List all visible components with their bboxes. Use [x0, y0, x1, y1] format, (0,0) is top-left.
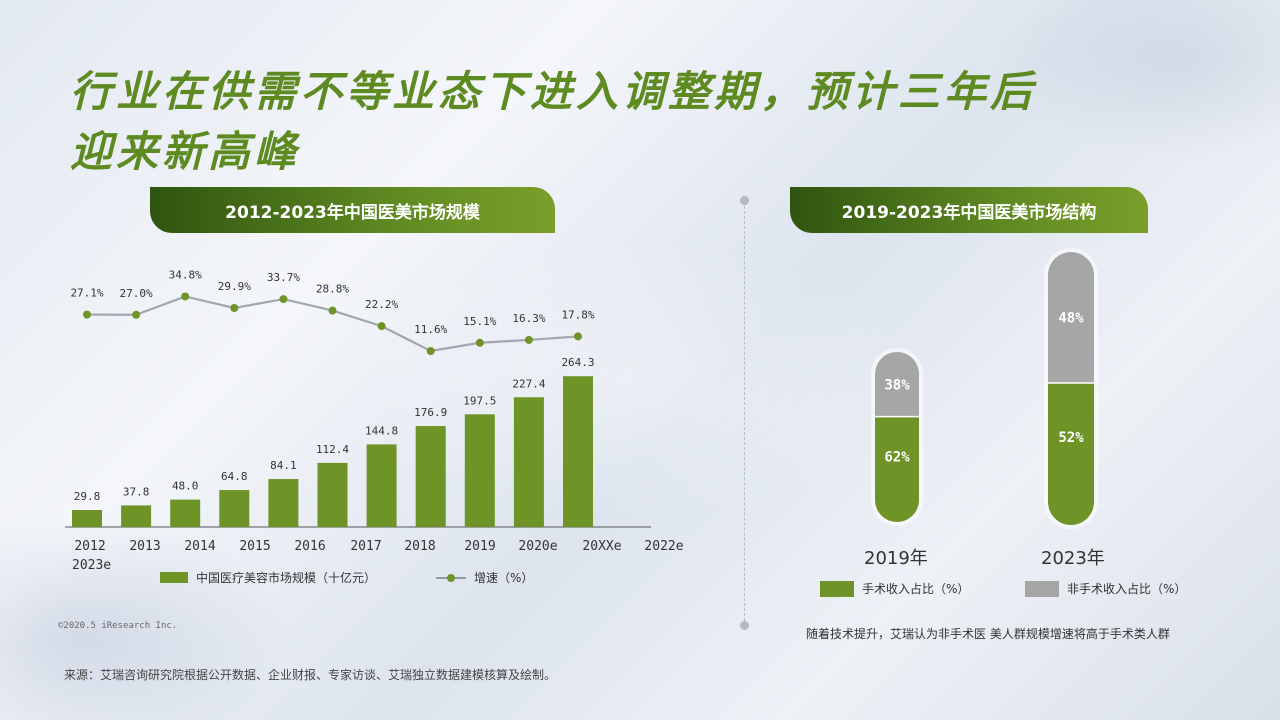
- growth-value-label: 22.2%: [365, 298, 398, 311]
- bar-value-label: 37.8: [123, 485, 150, 498]
- copyright: ©2020.5 iResearch Inc.: [58, 621, 178, 631]
- x-tick-label: 2017: [350, 539, 381, 554]
- growth-point: [328, 306, 337, 315]
- bar-value-label: 197.5: [463, 394, 496, 407]
- growth-point: [377, 322, 386, 331]
- bar-value-label: 264.3: [561, 356, 594, 369]
- growth-value-label: 29.9%: [218, 280, 251, 293]
- x-tick-label: 2013: [129, 539, 160, 554]
- growth-line: [86, 295, 579, 353]
- structure-bar-2019年: 38% 62%: [871, 348, 923, 526]
- legend-line-label: 增速（%）: [474, 571, 534, 585]
- bar-value-label: 29.8: [74, 490, 101, 503]
- market-size-bar: [317, 462, 348, 527]
- slide-title-line2: 迎来新高峰: [70, 127, 301, 176]
- market-size-bar: [121, 505, 152, 527]
- legend-surgical-label: 手术收入占比（%）: [862, 582, 970, 596]
- x-tick-label: 2022e: [644, 539, 683, 554]
- x-tick-label: 2014: [184, 539, 215, 554]
- market-size-bar: [415, 426, 446, 527]
- legend-surgical: 手术收入占比（%）: [820, 580, 969, 597]
- growth-point: [426, 347, 435, 355]
- left-chart-legend: 中国医疗美容市场规模（十亿元） 增速（%）: [160, 569, 533, 586]
- growth-point: [475, 338, 484, 347]
- slide-title: 行业在供需不等业态下进入调整期，预计三年后 迎来新高峰: [70, 62, 1210, 182]
- x-tick-label: 2015: [239, 539, 270, 554]
- x-tick-label: 2020e: [518, 539, 557, 554]
- market-size-bar: [464, 414, 495, 527]
- growth-value-label: 15.1%: [463, 315, 496, 328]
- growth-value-label: 28.8%: [316, 283, 349, 296]
- nonsurgical-value-label: 38%: [884, 377, 910, 393]
- bar-value-label: 144.8: [365, 424, 398, 437]
- market-size-bar: [563, 376, 593, 527]
- market-size-bar: [268, 479, 299, 527]
- structure-bar-2023年: 48% 52%: [1044, 248, 1098, 529]
- market-size-bar: [366, 444, 397, 527]
- growth-value-label: 34.8%: [169, 268, 202, 281]
- nonsurgical-value-label: 48%: [1058, 311, 1084, 327]
- right-chart-header: 2019-2023年中国医美市场结构: [790, 187, 1148, 233]
- x-tick-label: 2019: [464, 539, 495, 554]
- bar-value-label: 84.1: [270, 459, 297, 472]
- legend-surgical-swatch: [820, 580, 854, 597]
- category-label-2023: 2023年: [1041, 548, 1105, 569]
- growth-point: [524, 335, 533, 344]
- growth-point: [230, 303, 239, 312]
- market-size-bar: [513, 397, 544, 527]
- legend-nonsurgical-swatch: [1025, 580, 1059, 597]
- bar-value-label: 112.4: [316, 443, 349, 456]
- growth-point: [181, 292, 190, 301]
- growth-value-label: 17.8%: [561, 308, 594, 321]
- left-chart-header: 2012-2023年中国医美市场规模: [150, 187, 555, 233]
- growth-point: [574, 332, 582, 341]
- x-tick-label: 2016: [294, 539, 325, 554]
- surgical-value-label: 52%: [1058, 430, 1084, 446]
- growth-value-label: 27.0%: [120, 287, 153, 300]
- source-note: 来源：艾瑞咨询研究院根据公开数据、企业财报、专家访谈、艾瑞独立数据建模核算及绘制…: [64, 668, 557, 682]
- nonsurgical-segment: [1048, 252, 1094, 384]
- market-size-chart: 29.8 37.8 48.0 64.8 84.1 112.4 144.8 176.9 197.5…: [65, 268, 684, 573]
- bar-value-label: 227.4: [512, 377, 545, 390]
- market-size-bar: [170, 499, 201, 527]
- slide-title-line1: 行业在供需不等业态下进入调整期，预计三年后: [70, 67, 1037, 116]
- growth-point: [132, 310, 141, 319]
- growth-value-label: 33.7%: [267, 271, 300, 284]
- nonsurgical-segment: [875, 352, 919, 417]
- growth-point: [83, 310, 91, 319]
- market-size-bar: [72, 509, 102, 527]
- legend-bar-swatch: [160, 572, 188, 583]
- surgical-segment: [875, 416, 919, 522]
- bar-value-label: 176.9: [414, 406, 447, 419]
- bar-value-label: 48.0: [172, 480, 199, 493]
- growth-point: [279, 295, 288, 304]
- surgical-segment: [1048, 383, 1094, 525]
- panel-divider: [744, 201, 745, 626]
- market-size-bar: [219, 490, 250, 527]
- legend-nonsurgical-label: 非手术收入占比（%）: [1067, 582, 1187, 596]
- legend-line-swatch: [436, 572, 467, 583]
- legend-nonsurgical: 非手术收入占比（%）: [1025, 580, 1186, 597]
- x-tick-label: 2012: [74, 539, 105, 554]
- analysis-note: 随着技术提升，艾瑞认为非手术医 美人群规模增速将高于手术类人群: [806, 627, 1170, 641]
- x-tick-label: 20XXe: [582, 539, 621, 554]
- x-tick-label: 2023e: [72, 558, 111, 573]
- divider-top-dot: [740, 196, 749, 205]
- growth-value-label: 16.3%: [512, 312, 545, 325]
- growth-value-label: 11.6%: [414, 323, 447, 336]
- market-structure-chart: 38% 62% 48% 52%: [871, 248, 1098, 529]
- bar-value-label: 64.8: [221, 470, 248, 483]
- category-label-2019: 2019年: [864, 548, 928, 569]
- legend-bar-label: 中国医疗美容市场规模（十亿元）: [196, 571, 377, 585]
- x-tick-label: 2018: [404, 539, 435, 554]
- surgical-value-label: 62%: [884, 450, 910, 466]
- divider-bottom-dot: [740, 621, 749, 630]
- growth-value-label: 27.1%: [70, 287, 103, 300]
